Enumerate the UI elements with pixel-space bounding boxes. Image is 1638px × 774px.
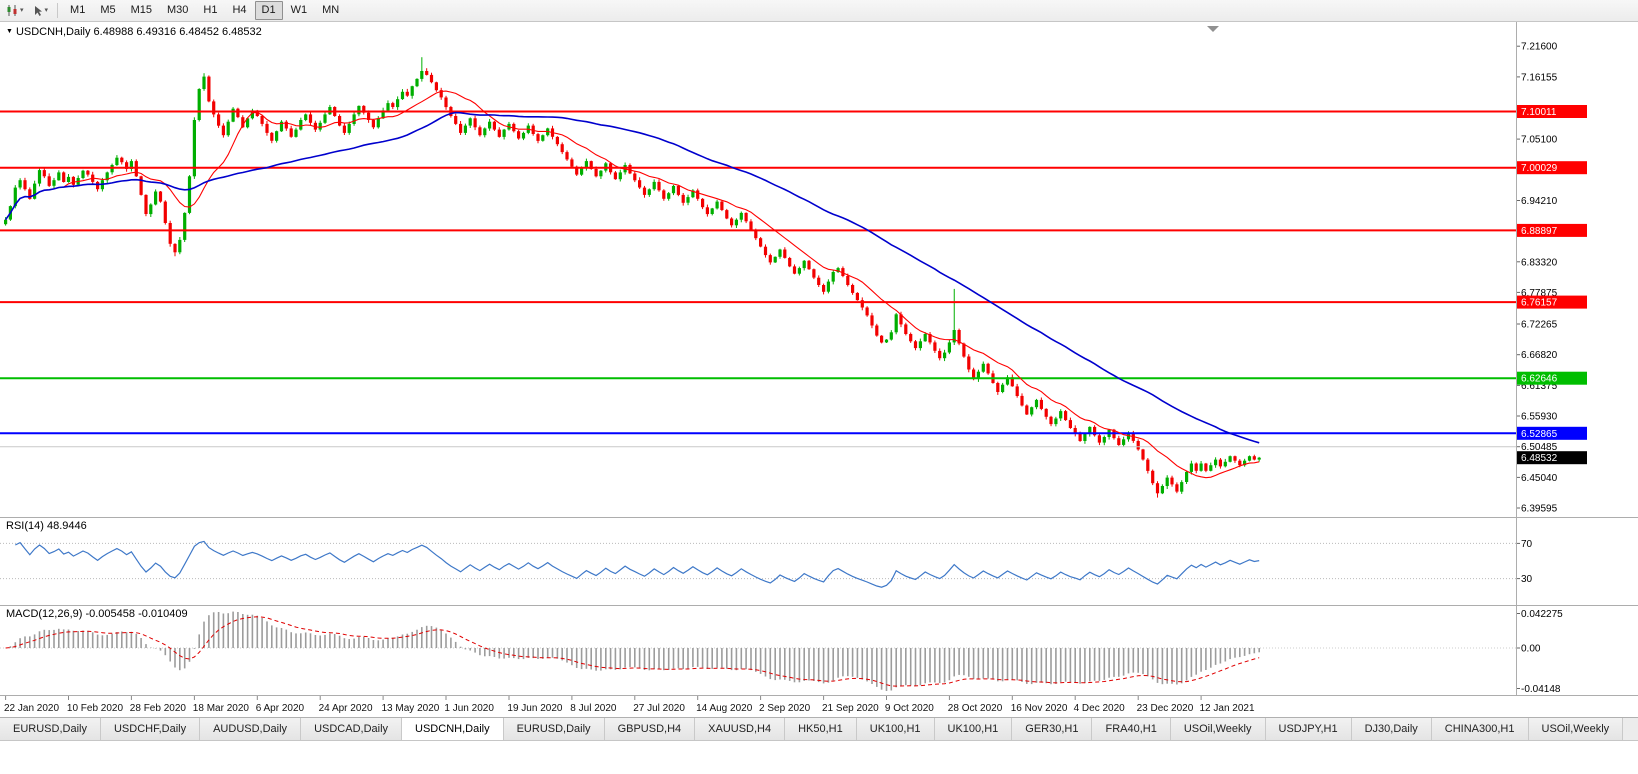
chart-tab-audusd-daily[interactable]: AUDUSD,Daily [200,718,302,740]
svg-text:6.39595: 6.39595 [1521,504,1558,515]
panel-dividers [0,22,1638,696]
svg-text:28 Oct 2020: 28 Oct 2020 [948,703,1003,714]
chart-tab-gbpusd-h4[interactable]: GBPUSD,H4 [604,718,696,740]
svg-text:1 Jun 2020: 1 Jun 2020 [444,703,494,714]
svg-text:23 Dec 2020: 23 Dec 2020 [1137,703,1194,714]
svg-text:6.76157: 6.76157 [1521,298,1558,309]
svg-text:16 Nov 2020: 16 Nov 2020 [1011,703,1068,714]
chart-tabs: EURUSD,Daily USDCHF,Daily AUDUSD,Daily USDC… [0,717,1638,741]
svg-text:-0.04148: -0.04148 [1521,684,1561,695]
svg-text:10 Feb 2020: 10 Feb 2020 [67,703,124,714]
chart-shift-marker [1207,26,1219,32]
candlestick-series [4,57,1261,498]
svg-text:22 Jan 2020: 22 Jan 2020 [4,703,59,714]
chart-tab-uk100-h1[interactable]: UK100,H1 [856,718,935,740]
chart-tab-ger30-h1[interactable]: GER30,H1 [1012,718,1093,740]
svg-text:6.77875: 6.77875 [1521,288,1558,299]
toolbar-separator [57,3,59,18]
svg-text:6.94210: 6.94210 [1521,196,1558,207]
svg-text:6.61375: 6.61375 [1521,381,1558,392]
moving-averages [4,90,1260,479]
timeframe-button-m1[interactable]: M1 [70,4,86,16]
svg-text:6.72265: 6.72265 [1521,320,1558,331]
svg-text:6.83320: 6.83320 [1521,257,1558,268]
svg-text:18 Mar 2020: 18 Mar 2020 [193,703,250,714]
chart-tab-usoil-weekly[interactable]: USOil,Weekly [1528,718,1624,740]
svg-text:7.00029: 7.00029 [1521,163,1558,174]
cursor-menu-button[interactable]: ▾ [29,1,53,21]
chart-tab-usdjpy-h1[interactable]: USDJPY,H1 [1265,718,1352,740]
support-resistance-lines [0,110,1516,448]
chart-tab-xauusd-h4[interactable]: XAUUSD,H4 [695,718,786,740]
timeframe-button-m15[interactable]: M15 [130,4,152,16]
svg-text:7.16155: 7.16155 [1521,72,1558,83]
timeframe-button-m30[interactable]: M30 [167,4,189,16]
svg-text:28 Feb 2020: 28 Feb 2020 [130,703,187,714]
chart-tab-china300-h1[interactable]: CHINA300,H1 [1431,718,1529,740]
chart-tab-usdcnh-daily[interactable]: USDCNH,Daily [402,718,504,740]
chart-tab-fra40-h1[interactable]: FRA40,H1 [1092,718,1171,740]
candlestick-chart-icon [7,5,17,16]
svg-text:0.00: 0.00 [1521,644,1541,655]
svg-text:6.62646: 6.62646 [1521,374,1558,385]
svg-text:4 Dec 2020: 4 Dec 2020 [1074,703,1126,714]
svg-text:27 Jul 2020: 27 Jul 2020 [633,703,685,714]
timeframe-buttons: M1 M5 M15 M30 H1 H4 D1 W1 MN [63,1,346,20]
chart-tab-uk100-h1[interactable]: UK100,H1 [934,718,1013,740]
chart-tab-usoil-weekly[interactable]: USOil,Weekly [1170,718,1266,740]
svg-text:6.66820: 6.66820 [1521,350,1558,361]
svg-text:6.55930: 6.55930 [1521,412,1558,423]
svg-text:7.21600: 7.21600 [1521,42,1558,53]
charts-menu-button[interactable]: ▾ [2,1,28,21]
svg-text:0.042275: 0.042275 [1521,609,1563,620]
date-axis: 22 Jan 2020 10 Feb 2020 28 Feb 2020 18 Mar … [4,696,1255,714]
chart-tab-eurusd-daily[interactable]: EURUSD,Daily [0,718,101,740]
svg-text:9 Oct 2020: 9 Oct 2020 [885,703,934,714]
timeframe-button-d1[interactable]: D1 [254,1,283,20]
svg-text:2 Sep 2020: 2 Sep 2020 [759,703,811,714]
chart-tab-hk50-h1[interactable]: HK50,H1 [785,718,857,740]
chart-tab-usdcad-daily[interactable]: USDCAD,Daily [301,718,403,740]
svg-text:6.52865: 6.52865 [1521,429,1558,440]
svg-text:7.05100: 7.05100 [1521,135,1558,146]
svg-text:6.48532: 6.48532 [1521,453,1558,464]
svg-text:19 Jun 2020: 19 Jun 2020 [507,703,562,714]
timeframe-button-m5[interactable]: M5 [100,4,116,16]
timeframe-button-w1[interactable]: W1 [290,4,308,16]
cursor-arrow-icon [34,5,42,16]
svg-text:7.10011: 7.10011 [1521,107,1557,118]
svg-text:6.88897: 6.88897 [1521,226,1558,237]
chart-tab-usdchf-daily[interactable]: USDCHF,Daily [100,718,201,740]
svg-text:8 Jul 2020: 8 Jul 2020 [570,703,617,714]
svg-text:6.45040: 6.45040 [1521,473,1558,484]
svg-text:70: 70 [1521,539,1533,550]
chart-canvas[interactable]: 7.21600 7.16155 7.05100 6.94210 6.83320 6.778… [0,22,1638,717]
svg-text:21 Sep 2020: 21 Sep 2020 [822,703,879,714]
svg-text:12 Jan 2021: 12 Jan 2021 [1200,703,1255,714]
svg-text:13 May 2020: 13 May 2020 [382,703,440,714]
timeframe-button-mn[interactable]: MN [322,4,340,16]
macd-panel: 0.042275 0.00 -0.04148 [0,609,1563,695]
svg-text:30: 30 [1521,574,1533,585]
timeframe-button-h1[interactable]: H1 [203,4,218,16]
svg-text:24 Apr 2020: 24 Apr 2020 [319,703,373,714]
toolbar: ▾ ▾ M1 M5 M15 M30 H1 H4 D1 W1 MN [0,0,1638,22]
chart-tab-dj30-daily[interactable]: DJ30,Daily [1351,718,1432,740]
price-axis: 7.21600 7.16155 7.05100 6.94210 6.83320 6.778… [1516,42,1587,515]
chevron-down-icon: ▾ [44,7,49,14]
svg-text:6.50485: 6.50485 [1521,442,1558,453]
chart-tab-eurusd-daily[interactable]: EURUSD,Daily [503,718,605,740]
svg-text:14 Aug 2020: 14 Aug 2020 [696,703,753,714]
chevron-down-icon: ▾ [20,7,24,14]
svg-text:6 Apr 2020: 6 Apr 2020 [256,703,305,714]
timeframe-button-h4[interactable]: H4 [232,4,247,16]
rsi-panel: 70 30 [0,539,1533,588]
